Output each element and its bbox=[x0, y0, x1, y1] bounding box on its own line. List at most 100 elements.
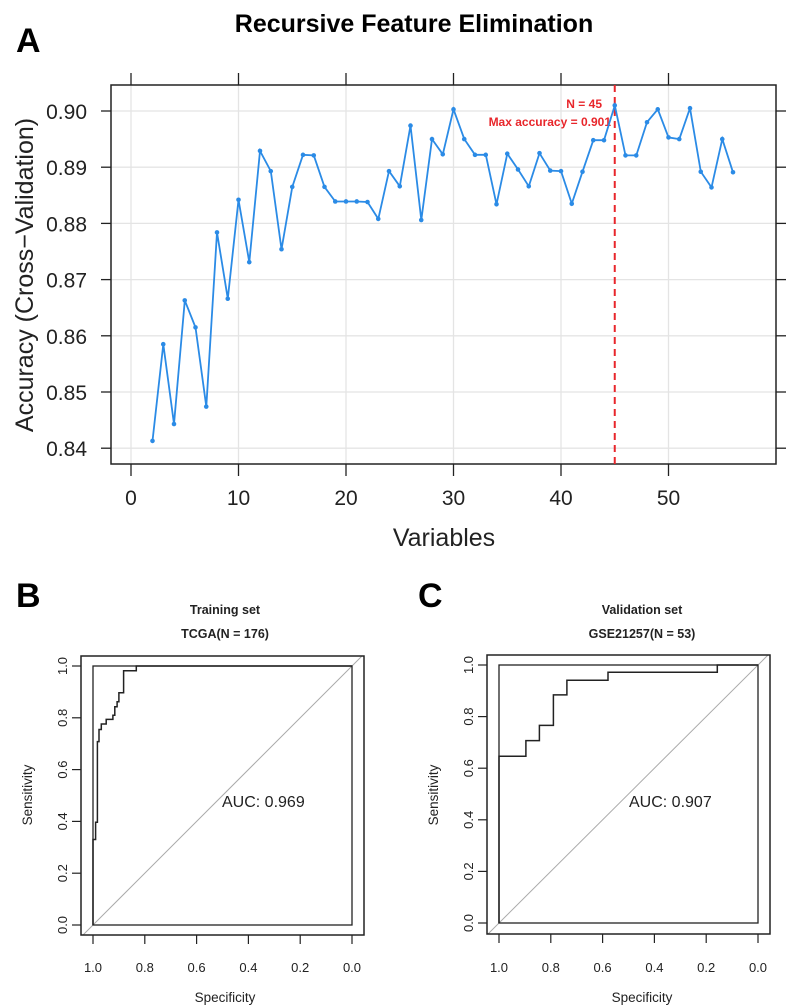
data-point bbox=[655, 107, 661, 112]
data-point bbox=[666, 135, 671, 140]
y-tick-label: 0.2 bbox=[461, 862, 476, 880]
data-point bbox=[676, 136, 682, 142]
x-tick-label: 0.8 bbox=[136, 960, 154, 975]
data-point bbox=[397, 184, 403, 189]
auc-label: AUC: 0.969 bbox=[222, 794, 305, 811]
chart-title: Recursive Feature Elimination bbox=[235, 10, 593, 38]
x-tick-label: 0.4 bbox=[645, 960, 663, 975]
y-tick-label: 1.0 bbox=[55, 657, 70, 675]
panel-label-a: A bbox=[16, 22, 41, 60]
y-tick-label: 0.8 bbox=[461, 708, 476, 726]
y-tick-label: 0.85 bbox=[46, 382, 87, 405]
data-point bbox=[687, 105, 693, 111]
data-point bbox=[558, 168, 564, 174]
data-point bbox=[386, 168, 392, 174]
roc-title: Training set bbox=[190, 603, 261, 617]
data-point bbox=[236, 197, 241, 203]
data-point bbox=[322, 184, 327, 190]
max-n-label: N = 45 bbox=[566, 97, 602, 111]
data-point bbox=[343, 199, 349, 204]
roc-subtitle: TCGA(N = 176) bbox=[181, 627, 269, 641]
data-point bbox=[612, 103, 618, 108]
x-tick-label: 40 bbox=[549, 487, 572, 510]
data-point bbox=[182, 298, 188, 303]
x-tick-label: 30 bbox=[442, 487, 465, 510]
data-point bbox=[257, 148, 263, 154]
y-tick-label: 0.6 bbox=[55, 761, 70, 779]
data-point bbox=[547, 168, 553, 173]
y-tick-label: 0.4 bbox=[55, 812, 70, 830]
data-point bbox=[171, 421, 177, 427]
data-point bbox=[504, 151, 510, 157]
data-point bbox=[279, 246, 284, 252]
y-tick-label: 0.4 bbox=[461, 811, 476, 829]
data-point bbox=[461, 136, 467, 142]
plot-frame bbox=[80, 655, 365, 936]
data-point bbox=[483, 152, 489, 158]
x-tick-label: 10 bbox=[227, 487, 250, 510]
y-tick-label: 0.86 bbox=[46, 326, 87, 349]
roc-curve bbox=[498, 664, 758, 923]
y-tick-label: 0.0 bbox=[461, 914, 476, 932]
data-point bbox=[709, 185, 714, 190]
data-point bbox=[365, 199, 370, 205]
data-point bbox=[300, 152, 306, 158]
data-point bbox=[429, 136, 435, 142]
chance-diagonal bbox=[82, 656, 363, 935]
plot-frame bbox=[486, 654, 771, 935]
roc-subtitle: GSE21257(N = 53) bbox=[589, 627, 696, 641]
x-tick-label: 0.4 bbox=[239, 960, 257, 975]
data-point bbox=[472, 152, 478, 158]
x-tick-label: 0 bbox=[125, 487, 137, 510]
data-point bbox=[160, 341, 166, 347]
y-tick-label: 1.0 bbox=[461, 656, 476, 674]
x-axis-label: Variables bbox=[393, 524, 495, 552]
y-tick-label: 0.89 bbox=[46, 157, 87, 180]
data-point bbox=[719, 136, 725, 142]
data-point bbox=[418, 217, 424, 223]
data-point bbox=[730, 169, 736, 175]
data-point bbox=[311, 153, 317, 158]
y-tick-label: 0.0 bbox=[55, 916, 70, 934]
x-tick-label: 0.0 bbox=[749, 960, 767, 975]
y-tick-label: 0.8 bbox=[55, 709, 70, 727]
y-tick-label: 0.84 bbox=[46, 438, 87, 461]
chance-diagonal bbox=[487, 655, 769, 934]
data-point bbox=[515, 167, 521, 172]
data-point bbox=[451, 107, 456, 112]
data-point bbox=[225, 296, 231, 302]
y-tick-label: 0.87 bbox=[46, 270, 87, 293]
panel-label-b: B bbox=[16, 577, 41, 615]
data-point bbox=[590, 137, 596, 143]
data-point bbox=[601, 137, 607, 143]
data-point bbox=[193, 325, 198, 330]
data-point bbox=[644, 119, 650, 125]
x-tick-label: 1.0 bbox=[490, 960, 508, 975]
max-accuracy-label: Max accuracy = 0.901 bbox=[489, 115, 612, 129]
y-tick-label: 0.90 bbox=[46, 101, 87, 124]
x-axis-label: Specificity bbox=[195, 990, 256, 1005]
data-point bbox=[526, 184, 532, 189]
y-tick-label: 0.2 bbox=[55, 864, 70, 882]
data-point bbox=[623, 153, 628, 158]
panel-label-c: C bbox=[418, 577, 443, 615]
y-tick-label: 0.88 bbox=[46, 213, 87, 236]
y-axis-label: Sensitivity bbox=[426, 764, 441, 825]
x-tick-label: 50 bbox=[657, 487, 680, 510]
data-point bbox=[375, 216, 381, 222]
data-point bbox=[289, 184, 295, 190]
data-point bbox=[569, 201, 575, 207]
panel-c: C Validation set GSE21257(N = 53) 1.0 0.8 0.6… bbox=[418, 577, 771, 1005]
x-tick-label: 0.2 bbox=[697, 960, 715, 975]
data-point bbox=[214, 230, 220, 235]
auc-label: AUC: 0.907 bbox=[629, 794, 712, 811]
data-point bbox=[203, 404, 209, 409]
data-point bbox=[698, 169, 704, 174]
panel-a: Recursive Feature Elimination A 0 10 20 30 40 5… bbox=[11, 10, 786, 552]
data-point bbox=[268, 168, 274, 174]
panel-b: B Training set TCGA(N = 176) 1.0 0.8 0.6 0.4 0.… bbox=[16, 577, 365, 1005]
data-point bbox=[633, 153, 639, 158]
data-point bbox=[246, 259, 252, 265]
data-point bbox=[408, 123, 413, 128]
